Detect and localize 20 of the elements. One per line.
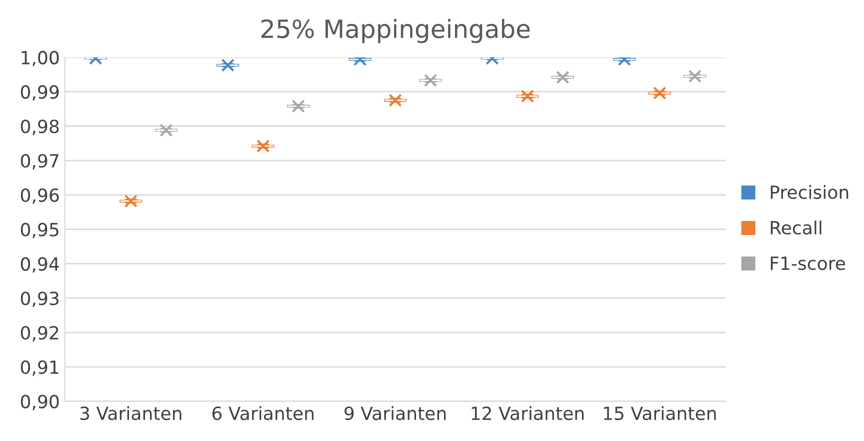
y-tick-label: 0,90 (20, 394, 59, 410)
y-tick-label: 0,91 (20, 360, 58, 376)
legend-label: Precision (770, 185, 848, 200)
x-tick-label: 3 Varianten (80, 406, 182, 420)
y-tick-label: 1,00 (22, 50, 59, 66)
y-tick-label: 0,96 (20, 188, 59, 204)
y-tick-label: 0,97 (20, 154, 58, 170)
x-tick-label: 6 Varianten (212, 406, 314, 420)
y-tick-label: 0,98 (20, 120, 59, 136)
x-tick-label: 12 Varianten (472, 406, 584, 420)
chart-title: 25% Mappingeingabe (261, 18, 530, 44)
y-tick-label: 0,95 (20, 222, 58, 238)
legend-label: F1-score (770, 256, 846, 270)
y-tick-label: 0,99 (20, 85, 59, 101)
y-tick-label: 0,94 (20, 257, 59, 273)
x-tick-label: 9 Varianten (344, 406, 446, 420)
y-tick-label: 0,92 (20, 326, 58, 342)
legend-label: Recall (770, 220, 822, 235)
x-tick-label: 15 Varianten (604, 406, 716, 420)
y-tick-label: 0,93 (20, 292, 58, 308)
